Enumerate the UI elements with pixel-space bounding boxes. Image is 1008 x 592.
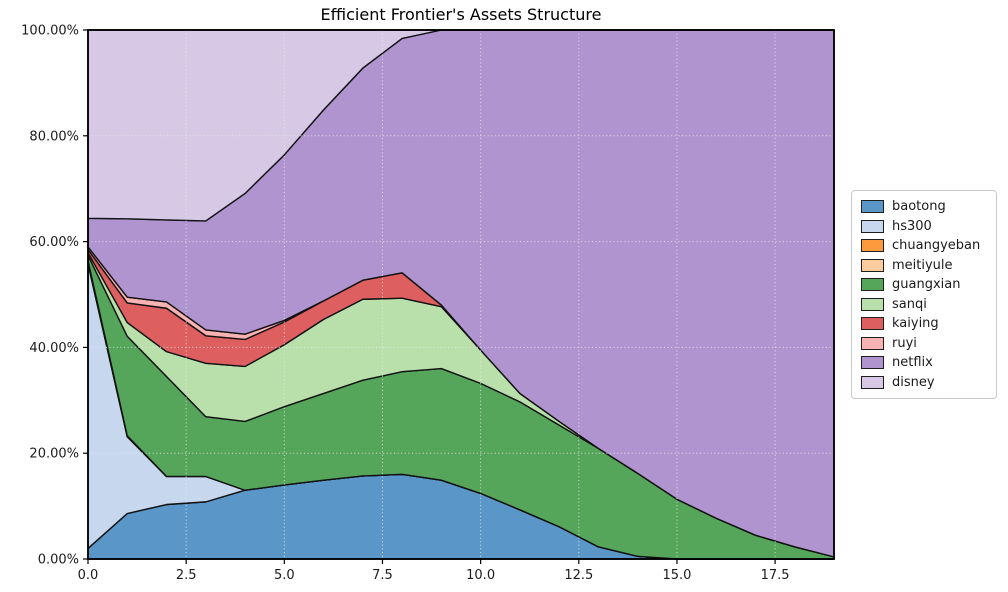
legend-swatch [861, 239, 884, 253]
chart-title: Efficient Frontier's Assets Structure [320, 5, 602, 24]
legend-item: kaiying [861, 314, 987, 334]
y-tick-label: 100.00% [21, 24, 79, 39]
legend-swatch [861, 317, 884, 331]
y-tick-label: 60.00% [29, 235, 79, 250]
x-tick-label: 10.0 [466, 568, 495, 583]
x-tick-label: 2.5 [176, 568, 197, 583]
legend-item: baotong [861, 197, 987, 217]
legend-label: hs300 [892, 218, 932, 234]
x-tick-label: 12.5 [564, 568, 593, 583]
x-tick-label: 17.5 [761, 568, 790, 583]
legend-swatch [861, 356, 884, 370]
legend-swatch [861, 200, 884, 214]
legend-item: hs300 [861, 217, 987, 237]
legend-label: ruyi [892, 335, 917, 351]
legend-label: chuangyeban [892, 238, 981, 254]
x-tick-label: 0.0 [78, 568, 99, 583]
legend-swatch [861, 278, 884, 292]
legend-swatch [861, 219, 884, 233]
y-tick-label: 80.00% [29, 129, 79, 144]
legend-label: netflix [892, 355, 933, 371]
plot-frame [87, 29, 835, 560]
legend: baotong hs300 chuangyeban meitiyule guangxia… [851, 190, 997, 399]
legend-item: ruyi [861, 334, 987, 354]
legend-label: guangxian [892, 277, 961, 293]
legend-label: sanqi [892, 296, 927, 312]
legend-item: netflix [861, 353, 987, 373]
legend-swatch [861, 258, 884, 272]
y-tick-label: 0.00% [38, 553, 79, 568]
legend-label: meitiyule [892, 257, 953, 273]
legend-item: sanqi [861, 295, 987, 315]
legend-swatch [861, 336, 884, 350]
legend-swatch [861, 375, 884, 389]
x-tick-label: 5.0 [274, 568, 295, 583]
legend-label: baotong [892, 199, 946, 215]
legend-label: disney [892, 374, 935, 390]
y-tick-label: 20.00% [29, 447, 79, 462]
y-tick-label: 40.00% [29, 341, 79, 356]
legend-item: guangxian [861, 275, 987, 295]
legend-item: disney [861, 373, 987, 393]
legend-swatch [861, 297, 884, 311]
legend-label: kaiying [892, 316, 939, 332]
legend-item: chuangyeban [861, 236, 987, 256]
x-tick-label: 7.5 [372, 568, 393, 583]
legend-item: meitiyule [861, 256, 987, 276]
x-tick-label: 15.0 [662, 568, 691, 583]
